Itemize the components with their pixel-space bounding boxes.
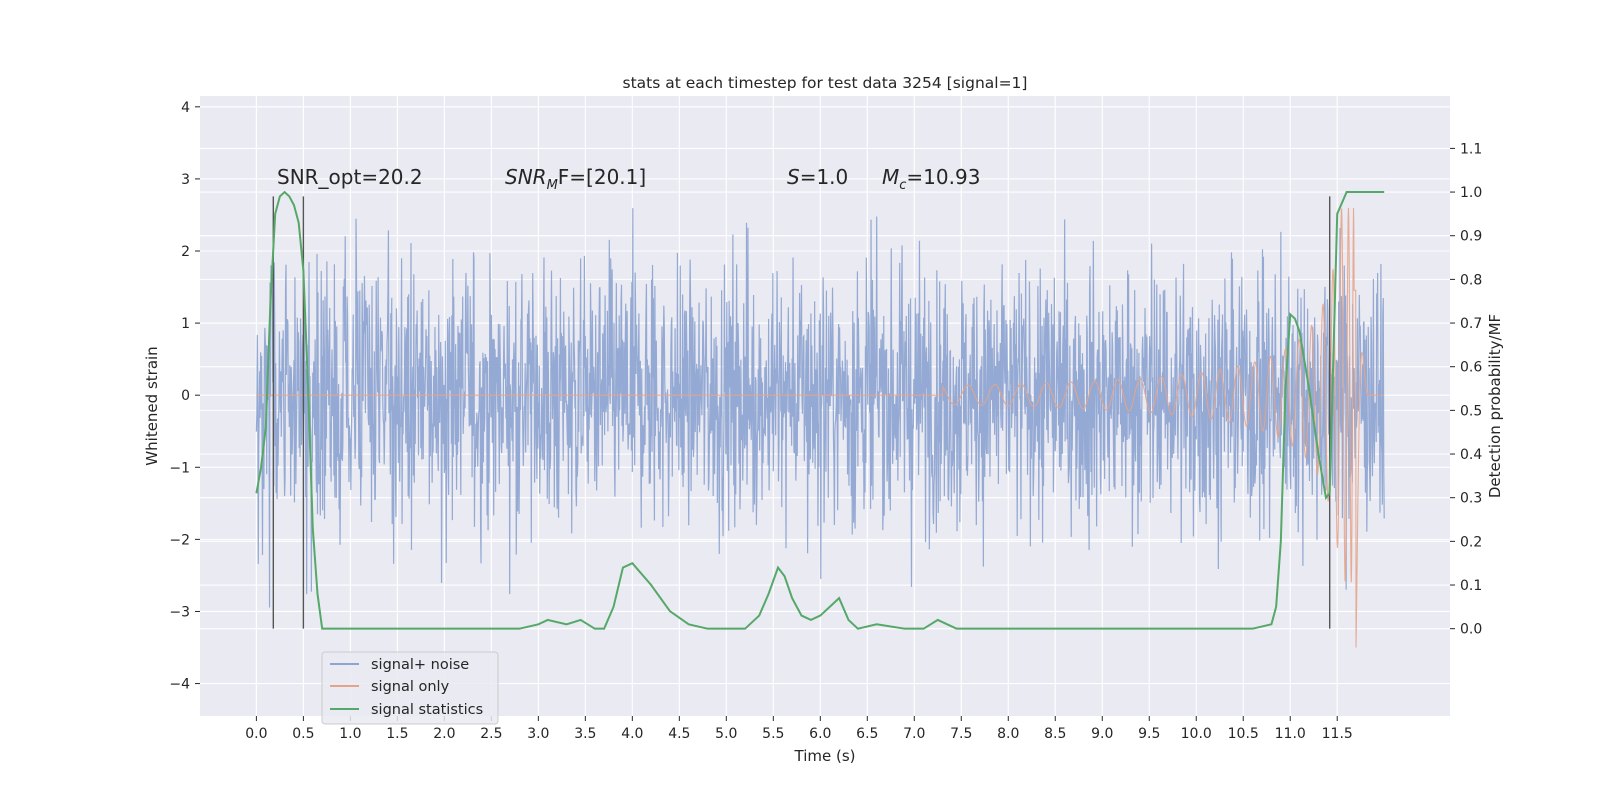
signal-only-series bbox=[256, 207, 1385, 648]
annotation-s: S=1.0 bbox=[787, 165, 848, 189]
yl-tick-label-3: 1 bbox=[181, 316, 190, 332]
x-tick-label-0: 0.0 bbox=[245, 726, 267, 742]
x-tick-label-23: 11.5 bbox=[1322, 726, 1353, 742]
x-tick-label-13: 6.5 bbox=[856, 726, 878, 742]
yr-tick-label-0: 1.1 bbox=[1460, 141, 1482, 157]
annotation-snr-mf: SNRMF=[20.1] bbox=[505, 165, 646, 193]
x-tick-label-9: 4.5 bbox=[668, 726, 690, 742]
x-tick-label-19: 9.5 bbox=[1138, 726, 1160, 742]
x-axis-ticks: 0.0 0.5 1.0 1.5 2.0 2.5 3.0 3.5 4.0 4.5 5.0 5.5 6.0 6… bbox=[245, 716, 1353, 742]
yl-tick-label-4: 0 bbox=[181, 388, 190, 404]
signal-only-line bbox=[256, 207, 1385, 648]
x-tick-label-15: 7.5 bbox=[950, 726, 972, 742]
legend: signal+ noise signal only signal statist… bbox=[321, 651, 499, 725]
legend-label-signal-statistics: signal statistics bbox=[371, 702, 483, 718]
y-right-axis-ticks: 1.1 1.0 0.9 0.8 0.7 0.6 0.5 0.4 0.3 0.2 0.1 0.0 bbox=[1450, 141, 1482, 638]
yr-tick-label-3: 0.8 bbox=[1460, 272, 1482, 288]
signal-noise-series bbox=[255, 208, 1385, 608]
legend-label-signal-noise: signal+ noise bbox=[371, 657, 469, 673]
x-tick-label-22: 11.0 bbox=[1275, 726, 1306, 742]
yl-tick-label-6: −2 bbox=[169, 532, 190, 548]
x-tick-label-20: 10.0 bbox=[1181, 726, 1212, 742]
yl-tick-label-7: −3 bbox=[169, 604, 190, 620]
x-tick-label-1: 0.5 bbox=[292, 726, 314, 742]
yl-tick-label-1: 3 bbox=[181, 172, 190, 188]
chart-title: stats at each timestep for test data 325… bbox=[623, 74, 1028, 92]
yr-tick-label-11: 0.0 bbox=[1460, 622, 1482, 638]
yl-tick-label-5: −1 bbox=[169, 460, 190, 476]
yr-tick-label-4: 0.7 bbox=[1460, 316, 1482, 332]
yl-tick-label-8: −4 bbox=[169, 677, 190, 693]
y-right-axis-label: Detection probability/MF bbox=[1486, 314, 1504, 498]
legend-box bbox=[321, 651, 499, 725]
yl-tick-label-0: 4 bbox=[181, 100, 190, 116]
x-tick-label-7: 3.5 bbox=[574, 726, 596, 742]
x-tick-label-2: 1.0 bbox=[339, 726, 361, 742]
yr-tick-label-10: 0.1 bbox=[1460, 578, 1482, 594]
x-axis-label: Time (s) bbox=[794, 747, 856, 765]
yr-tick-label-5: 0.6 bbox=[1460, 360, 1482, 376]
x-tick-label-14: 7.0 bbox=[903, 726, 925, 742]
yr-tick-label-6: 0.5 bbox=[1460, 403, 1482, 419]
x-tick-label-6: 3.0 bbox=[527, 726, 549, 742]
annotation-snr-opt: SNR_opt=20.2 bbox=[277, 165, 423, 189]
x-tick-label-4: 2.0 bbox=[433, 726, 455, 742]
x-tick-label-16: 8.0 bbox=[997, 726, 1019, 742]
x-tick-label-5: 2.5 bbox=[480, 726, 502, 742]
x-tick-label-18: 9.0 bbox=[1091, 726, 1113, 742]
yr-tick-label-1: 1.0 bbox=[1460, 185, 1482, 201]
x-tick-label-11: 5.5 bbox=[762, 726, 784, 742]
signal-statistics-series bbox=[255, 190, 1385, 630]
signal-noise-line bbox=[255, 208, 1385, 608]
yl-tick-label-2: 2 bbox=[181, 244, 190, 260]
x-tick-label-3: 1.5 bbox=[386, 726, 408, 742]
x-tick-label-8: 4.0 bbox=[621, 726, 643, 742]
x-tick-label-17: 8.5 bbox=[1044, 726, 1066, 742]
yr-tick-label-9: 0.2 bbox=[1460, 534, 1482, 550]
yr-tick-label-7: 0.4 bbox=[1460, 447, 1482, 463]
yr-tick-label-2: 0.9 bbox=[1460, 229, 1482, 245]
legend-label-signal-only: signal only bbox=[371, 679, 450, 695]
yr-tick-label-8: 0.3 bbox=[1460, 491, 1482, 507]
annotation-mc: Mc=10.93 bbox=[882, 165, 980, 193]
y-left-axis-ticks: 4 3 2 1 0 −1 −2 −3 −4 bbox=[169, 100, 200, 693]
x-tick-label-12: 6.0 bbox=[809, 726, 831, 742]
x-tick-label-10: 5.0 bbox=[715, 726, 737, 742]
signal-statistics-line bbox=[255, 190, 1385, 630]
y-left-axis-label: Whitened strain bbox=[143, 346, 161, 465]
x-tick-label-21: 10.5 bbox=[1228, 726, 1259, 742]
